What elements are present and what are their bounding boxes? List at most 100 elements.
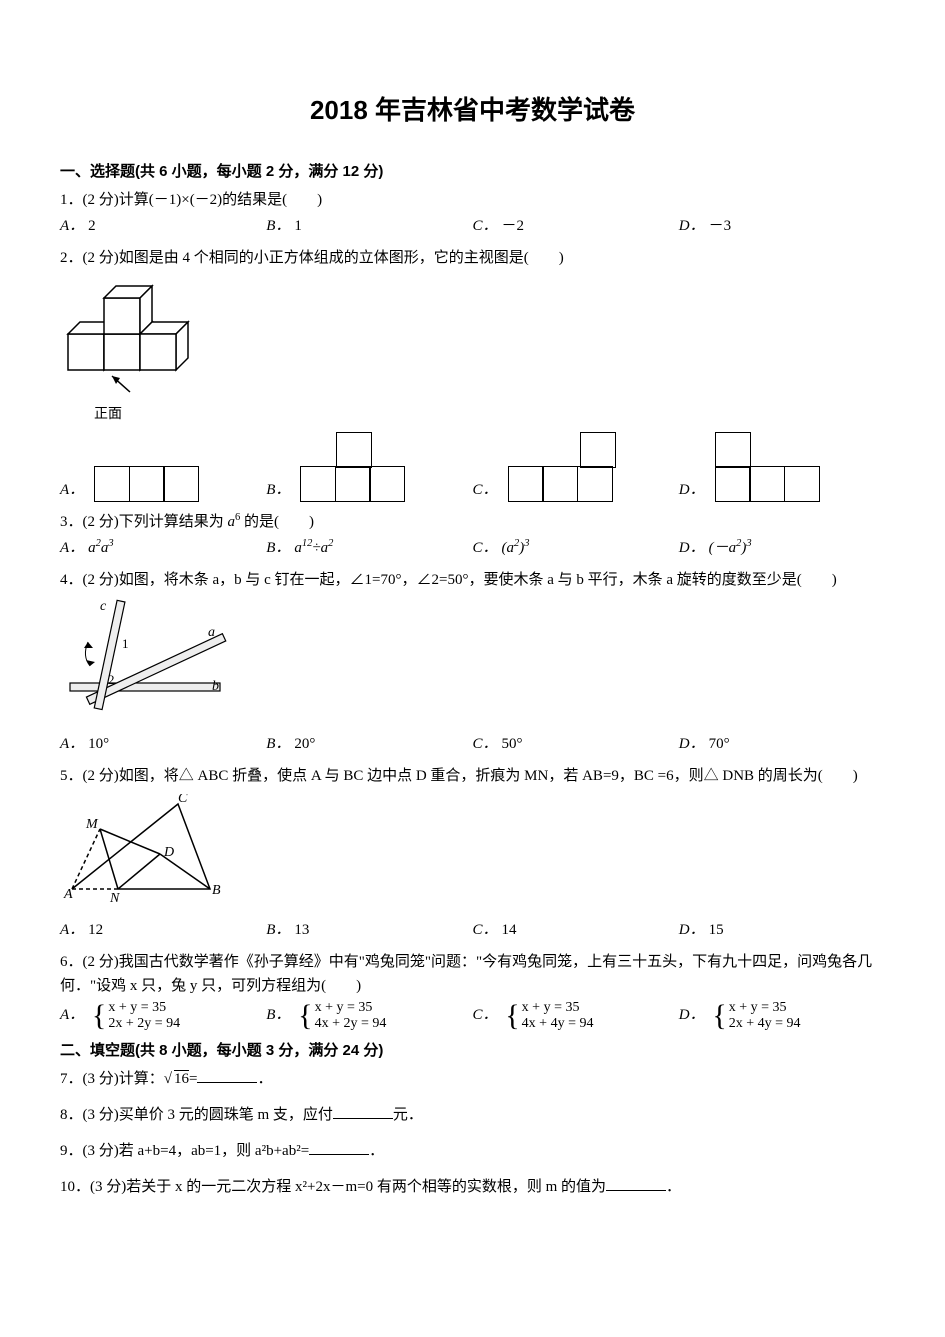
q4-stem: 4．(2 分)如图，将木条 a，b 与 c 钉在一起，∠1=70°，∠2=50°… bbox=[60, 568, 885, 592]
q1-opt-d: D．－3 bbox=[679, 214, 885, 238]
q3b4: 2 bbox=[328, 538, 333, 549]
svg-text:N: N bbox=[109, 891, 120, 904]
q3b2: 12 bbox=[302, 538, 313, 549]
q2-b-shape bbox=[300, 432, 405, 503]
q3b1: a bbox=[294, 540, 302, 556]
q4b: 20° bbox=[294, 736, 315, 752]
q6c2: 4x + 4y = 94 bbox=[522, 1016, 594, 1031]
q1-a-text: 2 bbox=[88, 218, 96, 234]
q2-figure: 正面 bbox=[60, 276, 885, 426]
q6a1: x + y = 35 bbox=[108, 1000, 180, 1015]
q3-stem-a: a bbox=[228, 514, 236, 530]
svg-text:D: D bbox=[163, 845, 174, 860]
q1-c-text: －2 bbox=[502, 218, 525, 234]
q6-opt-d: D． {x + y = 352x + 4y = 94 bbox=[679, 1000, 885, 1031]
q4-opt-d: D．70° bbox=[679, 732, 885, 756]
svg-text:2: 2 bbox=[108, 672, 115, 687]
q3-opt-a: A．a2a3 bbox=[60, 536, 266, 560]
q5d: 15 bbox=[709, 922, 724, 938]
q3a4: 3 bbox=[108, 538, 113, 549]
q5-opt-a: A．12 bbox=[60, 918, 266, 942]
section-mc-header: 一、选择题(共 6 小题，每小题 2 分，满分 12 分) bbox=[60, 160, 885, 184]
q10-end: ． bbox=[666, 1179, 681, 1195]
q1-stem: 1．(2 分)计算(－1)×(－2)的结果是( ) bbox=[60, 188, 885, 212]
question-1: 1．(2 分)计算(－1)×(－2)的结果是( ) A．2 B．1 C．－2 D… bbox=[60, 188, 885, 238]
q7-rad: 16 bbox=[172, 1071, 189, 1087]
q1-b-text: 1 bbox=[294, 218, 302, 234]
q3-options: A．a2a3 B．a12÷a2 C．(a2)3 D．(－a2)3 bbox=[60, 536, 885, 560]
q5-opt-d: D．15 bbox=[679, 918, 885, 942]
q6-options: A． {x + y = 352x + 2y = 94 B． {x + y = 3… bbox=[60, 1000, 885, 1031]
q3-opt-c: C．(a2)3 bbox=[473, 536, 679, 560]
svg-text:M: M bbox=[85, 817, 99, 832]
q4-options: A．10° B．20° C．50° D．70° bbox=[60, 732, 885, 756]
q4-opt-b: B．20° bbox=[266, 732, 472, 756]
question-9: 9．(3 分)若 a+b=4，ab=1，则 a²b+ab²=． bbox=[60, 1139, 885, 1163]
q2-opt-c: C． bbox=[473, 432, 679, 503]
q8-blank bbox=[333, 1104, 393, 1119]
svg-text:C: C bbox=[178, 794, 188, 806]
q6-opt-c: C． {x + y = 354x + 4y = 94 bbox=[473, 1000, 679, 1031]
q1-options: A．2 B．1 C．－2 D．－3 bbox=[60, 214, 885, 238]
q3b3: ÷a bbox=[312, 540, 328, 556]
svg-text:a: a bbox=[208, 625, 215, 640]
question-4: 4．(2 分)如图，将木条 a，b 与 c 钉在一起，∠1=70°，∠2=50°… bbox=[60, 568, 885, 756]
q5b: 13 bbox=[294, 922, 309, 938]
q4-opt-a: A．10° bbox=[60, 732, 266, 756]
q1-opt-b: B．1 bbox=[266, 214, 472, 238]
q2-opt-d: D． bbox=[679, 432, 885, 503]
q6-stem: 6．(2 分)我国古代数学著作《孙子算经》中有"鸡兔同笼"问题："今有鸡兔同笼，… bbox=[60, 950, 885, 998]
q6c1: x + y = 35 bbox=[522, 1000, 594, 1015]
q8-post: 元． bbox=[393, 1107, 423, 1123]
q3d1: (－a bbox=[709, 540, 737, 556]
q3c1: (a bbox=[502, 540, 515, 556]
q5-stem: 5．(2 分)如图，将△ ABC 折叠，使点 A 与 BC 边中点 D 重合，折… bbox=[60, 764, 885, 788]
q10-text: 10．(3 分)若关于 x 的一元二次方程 x²+2x－m=0 有两个相等的实数… bbox=[60, 1179, 606, 1195]
q6-opt-a: A． {x + y = 352x + 2y = 94 bbox=[60, 1000, 266, 1031]
q4a: 10° bbox=[88, 736, 109, 752]
svg-text:A: A bbox=[63, 887, 73, 902]
q5-figure: A N B C M D bbox=[60, 794, 885, 912]
q2-stem: 2．(2 分)如图是由 4 个相同的小正方体组成的立体图形，它的主视图是( ) bbox=[60, 246, 885, 270]
q3-opt-b: B．a12÷a2 bbox=[266, 536, 472, 560]
q7-post: = bbox=[189, 1071, 197, 1087]
question-7: 7．(3 分)计算：16=． bbox=[60, 1067, 885, 1091]
question-5: 5．(2 分)如图，将△ ABC 折叠，使点 A 与 BC 边中点 D 重合，折… bbox=[60, 764, 885, 942]
q2-front-label: 正面 bbox=[94, 404, 885, 426]
q3-opt-d: D．(－a2)3 bbox=[679, 536, 885, 560]
svg-text:B: B bbox=[212, 883, 221, 898]
q2-opt-a: A． bbox=[60, 466, 266, 502]
q6b1: x + y = 35 bbox=[315, 1000, 387, 1015]
q6b2: 4x + 2y = 94 bbox=[315, 1016, 387, 1031]
q3-stem-pre: 3．(2 分)下列计算结果为 bbox=[60, 514, 228, 530]
q3c4: 3 bbox=[524, 538, 529, 549]
q7-pre: 7．(3 分)计算： bbox=[60, 1071, 164, 1087]
q5-options: A．12 B．13 C．14 D．15 bbox=[60, 918, 885, 942]
svg-text:1: 1 bbox=[122, 636, 129, 651]
svg-text:c: c bbox=[100, 599, 107, 614]
q1-opt-c: C．－2 bbox=[473, 214, 679, 238]
question-3: 3．(2 分)下列计算结果为 a6 的是( ) A．a2a3 B．a12÷a2 … bbox=[60, 510, 885, 560]
q4c: 50° bbox=[502, 736, 523, 752]
q6a2: 2x + 2y = 94 bbox=[108, 1016, 180, 1031]
q10-blank bbox=[606, 1176, 666, 1191]
q9-blank bbox=[309, 1140, 369, 1155]
q3-stem: 3．(2 分)下列计算结果为 a6 的是( ) bbox=[60, 510, 885, 534]
q5-opt-c: C．14 bbox=[473, 918, 679, 942]
cube-figure-icon bbox=[60, 276, 190, 396]
page-title: 2018 年吉林省中考数学试卷 bbox=[60, 90, 885, 132]
q9-end: ． bbox=[369, 1143, 384, 1159]
q3-stem-suf: 的是( ) bbox=[240, 514, 314, 530]
q1-d-text: －3 bbox=[709, 218, 732, 234]
q1-opt-a: A．2 bbox=[60, 214, 266, 238]
q6d1: x + y = 35 bbox=[729, 1000, 801, 1015]
question-8: 8．(3 分)买单价 3 元的圆珠笔 m 支，应付元． bbox=[60, 1103, 885, 1127]
q2-options: A． B． C． D． bbox=[60, 432, 885, 503]
q6-opt-b: B． {x + y = 354x + 2y = 94 bbox=[266, 1000, 472, 1031]
q7-blank bbox=[197, 1068, 257, 1083]
question-2: 2．(2 分)如图是由 4 个相同的小正方体组成的立体图形，它的主视图是( ) … bbox=[60, 246, 885, 503]
triangle-fold-icon: A N B C M D bbox=[60, 794, 230, 904]
q4-opt-c: C．50° bbox=[473, 732, 679, 756]
angle-sticks-icon: a b c 1 2 bbox=[60, 598, 230, 718]
q4d: 70° bbox=[709, 736, 730, 752]
